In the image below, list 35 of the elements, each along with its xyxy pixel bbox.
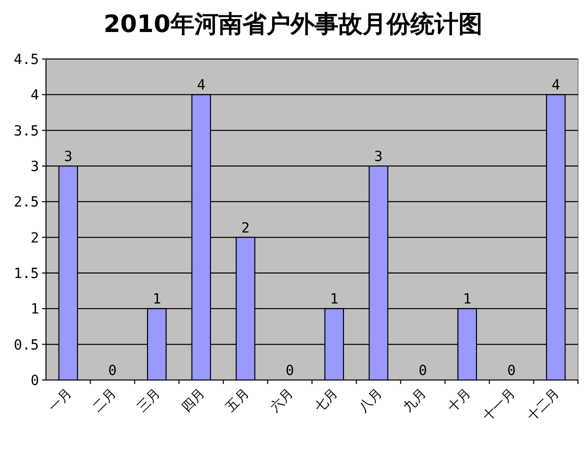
data-label: 1: [462, 292, 472, 308]
x-tick-label: 七月: [312, 386, 341, 416]
data-label: 4: [196, 78, 206, 94]
x-tick-label: 五月: [223, 386, 252, 416]
data-label: 3: [64, 149, 72, 165]
x-tick-label: 六月: [268, 386, 297, 416]
y-tick-label: 0: [30, 373, 39, 389]
y-tick-label: 3: [30, 159, 39, 175]
y-tick-label: 4.5: [14, 52, 39, 68]
data-label: 4: [552, 78, 560, 94]
data-label: 1: [152, 292, 162, 308]
y-tick-label: 2: [30, 230, 39, 246]
x-tick-label: 四月: [179, 386, 208, 416]
y-tick-label: 1: [30, 302, 39, 318]
data-label: 0: [108, 363, 117, 379]
y-tick-label: 3.5: [14, 123, 39, 140]
y-tick-label: 1.5: [14, 266, 39, 282]
data-label: 0: [418, 363, 428, 379]
x-tick-label: 二月: [90, 386, 120, 416]
x-tick-label: 三月: [134, 386, 164, 416]
y-tick-label: 2.5: [14, 194, 39, 211]
data-label: 3: [374, 149, 383, 165]
y-tick-label: 4: [30, 88, 39, 104]
x-tick-label: 九月: [400, 386, 430, 416]
data-label: 2: [241, 220, 250, 236]
x-tick-label: 十一月: [480, 386, 518, 424]
data-label: 1: [330, 292, 338, 308]
chart-title: 2010年河南省户外事故月份统计图: [104, 10, 482, 38]
x-tick-label: 十二月: [524, 386, 563, 424]
x-tick-label: 十月: [445, 386, 474, 416]
x-tick-label: 一月: [46, 386, 75, 416]
x-tick-label: 八月: [356, 386, 386, 416]
y-tick-label: 0.5: [14, 337, 39, 354]
data-label: 0: [507, 363, 516, 379]
data-label: 0: [286, 363, 294, 379]
